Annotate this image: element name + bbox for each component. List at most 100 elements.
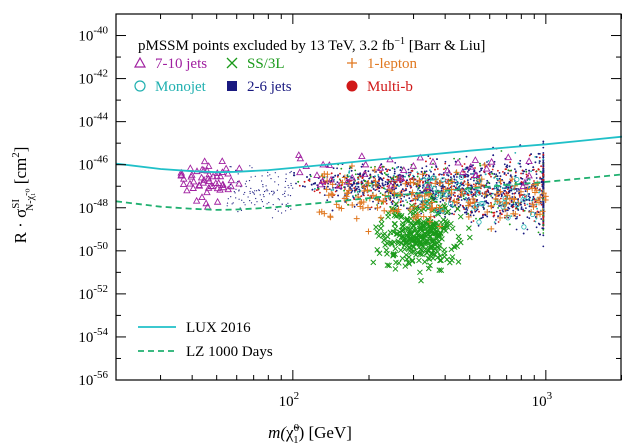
data-point bbox=[285, 210, 287, 212]
data-point bbox=[457, 195, 459, 198]
data-point bbox=[336, 175, 339, 178]
data-point bbox=[311, 188, 314, 191]
data-point bbox=[539, 233, 541, 236]
data-point-1lepton bbox=[339, 179, 346, 186]
data-point bbox=[510, 215, 513, 218]
data-point bbox=[395, 187, 397, 190]
data-point bbox=[442, 184, 444, 186]
data-point bbox=[391, 177, 394, 180]
data-point bbox=[470, 221, 473, 224]
data-point bbox=[540, 193, 542, 196]
data-point bbox=[489, 165, 491, 167]
data-point bbox=[463, 180, 466, 183]
data-point bbox=[400, 191, 403, 193]
data-point bbox=[458, 196, 461, 199]
data-point-1lepton bbox=[437, 180, 444, 187]
data-point bbox=[386, 178, 389, 181]
data-point bbox=[542, 182, 545, 185]
data-point bbox=[451, 205, 454, 208]
data-point bbox=[425, 189, 427, 192]
data-point bbox=[384, 188, 387, 191]
data-point bbox=[400, 166, 402, 169]
data-point bbox=[287, 194, 289, 196]
data-point bbox=[482, 216, 484, 219]
data-point-monojet bbox=[426, 177, 432, 183]
data-point-7-10jets bbox=[177, 168, 185, 176]
data-point-ss3l bbox=[376, 250, 383, 257]
data-point-1lepton bbox=[510, 210, 517, 217]
data-point-ss3l bbox=[439, 236, 445, 242]
data-point bbox=[490, 211, 493, 214]
data-point bbox=[285, 173, 287, 175]
data-point bbox=[515, 170, 517, 173]
data-point-7-10jets bbox=[296, 168, 304, 176]
data-point bbox=[503, 216, 506, 219]
data-point bbox=[542, 228, 545, 231]
data-point bbox=[362, 193, 365, 196]
data-point bbox=[380, 203, 383, 205]
data-point bbox=[244, 191, 246, 194]
data-point bbox=[390, 201, 393, 204]
data-point bbox=[350, 191, 353, 194]
data-point bbox=[438, 173, 440, 176]
data-point bbox=[260, 199, 262, 201]
data-point bbox=[472, 164, 474, 167]
data-point bbox=[490, 192, 493, 195]
data-point bbox=[267, 190, 269, 192]
data-point-7-10jets bbox=[487, 157, 496, 165]
data-point bbox=[249, 190, 251, 193]
data-point-ss3l bbox=[413, 252, 419, 258]
data-point bbox=[362, 192, 364, 194]
data-point bbox=[487, 181, 490, 184]
data-point-7-10jets bbox=[203, 202, 212, 210]
data-point bbox=[535, 173, 538, 176]
data-point bbox=[493, 187, 495, 190]
data-point bbox=[367, 170, 370, 173]
data-point bbox=[401, 188, 404, 191]
data-point-1lepton bbox=[358, 198, 365, 205]
data-point bbox=[421, 167, 424, 170]
data-point bbox=[534, 212, 537, 214]
data-point bbox=[235, 182, 237, 184]
data-point-1lepton bbox=[482, 191, 489, 198]
data-point bbox=[309, 173, 312, 176]
data-point bbox=[416, 189, 419, 191]
data-point-7-10jets bbox=[472, 171, 480, 179]
data-point-ss3l bbox=[428, 227, 434, 234]
data-point bbox=[340, 167, 343, 170]
data-point bbox=[420, 212, 423, 215]
data-point-1lepton bbox=[533, 187, 540, 194]
data-point bbox=[387, 182, 389, 185]
data-point bbox=[466, 193, 469, 196]
data-point-ss3l bbox=[375, 233, 382, 239]
data-point bbox=[394, 181, 397, 183]
data-point-ss3l bbox=[391, 212, 398, 219]
data-point-1lepton bbox=[427, 213, 434, 220]
data-point-7-10jets bbox=[179, 180, 188, 187]
data-point bbox=[349, 186, 351, 189]
data-point-ss3l bbox=[418, 220, 424, 227]
data-point bbox=[454, 204, 456, 207]
data-point bbox=[528, 154, 531, 157]
data-point bbox=[448, 179, 451, 182]
x-tick-label: 102 bbox=[279, 390, 300, 410]
data-point-monojet bbox=[474, 201, 480, 207]
data-point bbox=[535, 170, 538, 173]
data-point bbox=[356, 203, 358, 206]
data-point bbox=[369, 176, 372, 179]
data-point bbox=[370, 206, 373, 209]
data-point bbox=[421, 191, 424, 194]
data-point bbox=[269, 174, 271, 176]
data-point bbox=[226, 205, 228, 207]
data-point bbox=[342, 175, 345, 178]
data-point bbox=[448, 198, 451, 200]
data-point bbox=[528, 217, 531, 220]
data-point bbox=[330, 189, 333, 192]
data-point bbox=[440, 189, 443, 192]
data-point-1lepton bbox=[374, 204, 381, 211]
data-point bbox=[520, 172, 522, 175]
data-point bbox=[433, 216, 436, 219]
data-point-1lepton bbox=[371, 167, 378, 174]
data-point bbox=[383, 187, 385, 190]
data-point-1lepton bbox=[416, 177, 423, 184]
